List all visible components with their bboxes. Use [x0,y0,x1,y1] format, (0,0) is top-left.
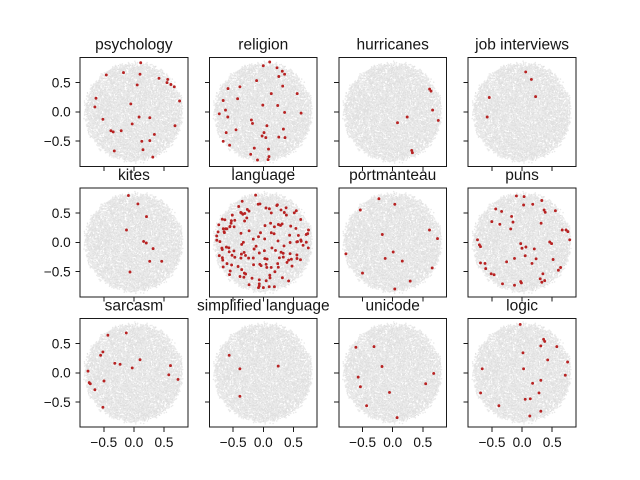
svg-text:religion: religion [238,37,288,54]
svg-text:0.5: 0.5 [52,206,71,221]
svg-text:0.0: 0.0 [124,435,143,450]
svg-text:−0.5: −0.5 [220,435,247,450]
svg-text:unicode: unicode [366,298,420,315]
svg-text:sarcasm: sarcasm [105,298,164,315]
svg-text:kites: kites [118,167,150,184]
svg-text:0.5: 0.5 [52,75,71,90]
svg-text:psychology: psychology [95,37,173,54]
svg-text:0.0: 0.0 [383,435,402,450]
svg-text:simplified language: simplified language [197,298,330,315]
svg-text:0.0: 0.0 [52,235,71,250]
svg-text:0.5: 0.5 [155,435,174,450]
svg-text:0.0: 0.0 [52,105,71,120]
svg-text:0.5: 0.5 [284,435,303,450]
svg-text:0.5: 0.5 [543,435,562,450]
svg-text:language: language [231,167,295,184]
svg-text:0.0: 0.0 [52,366,71,381]
svg-text:job interviews: job interviews [474,37,569,54]
svg-text:−0.5: −0.5 [479,435,506,450]
svg-text:portmanteau: portmanteau [349,167,436,184]
svg-text:hurricanes: hurricanes [357,37,430,54]
svg-text:−0.5: −0.5 [349,435,376,450]
svg-text:−0.5: −0.5 [44,395,71,410]
svg-text:0.5: 0.5 [52,336,71,351]
svg-text:logic: logic [506,298,538,315]
svg-text:−0.5: −0.5 [44,264,71,279]
svg-text:−0.5: −0.5 [90,435,117,450]
svg-text:0.0: 0.0 [513,435,532,450]
svg-text:−0.5: −0.5 [44,134,71,149]
svg-text:0.5: 0.5 [413,435,432,450]
svg-text:puns: puns [505,167,539,184]
svg-text:0.0: 0.0 [254,435,273,450]
